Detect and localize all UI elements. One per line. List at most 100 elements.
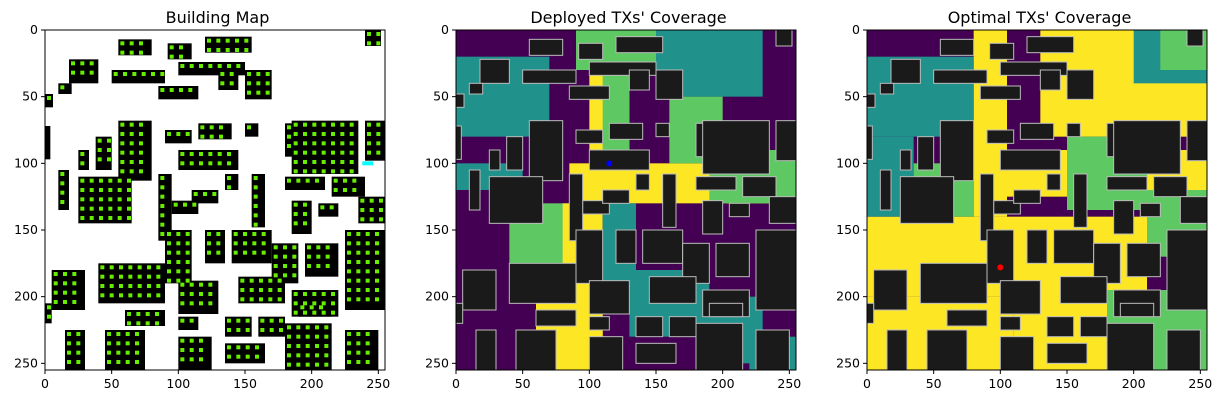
candidate-site [268, 288, 273, 292]
candidate-site [303, 301, 307, 306]
candidate-site [247, 72, 251, 76]
candidate-site [320, 205, 325, 210]
candidate-site [109, 265, 114, 270]
building [768, 196, 797, 224]
building [939, 120, 975, 182]
building [205, 230, 225, 264]
candidate-site [356, 288, 361, 292]
building [588, 316, 610, 331]
candidate-site [273, 273, 278, 278]
candidate-site [179, 88, 183, 92]
building [702, 120, 770, 175]
candidate-site [324, 325, 329, 330]
candidate-site [145, 312, 150, 316]
candidate-site [176, 269, 181, 274]
candidate-site [141, 72, 146, 76]
candidate-site [287, 362, 291, 367]
candidate-site [252, 250, 257, 255]
candidate-site [125, 350, 130, 355]
candidate-site [137, 274, 142, 279]
building [1053, 229, 1095, 264]
candidate-site [60, 190, 65, 195]
candidate-site [89, 61, 94, 66]
candidate-site [151, 72, 155, 76]
candidate-site [108, 188, 113, 192]
candidate-site [147, 284, 151, 288]
axes-frame [44, 29, 386, 371]
building [191, 190, 219, 204]
candidate-site [277, 288, 282, 292]
candidate-site [129, 141, 134, 146]
candidate-site [365, 260, 370, 264]
candidate-site [72, 281, 77, 286]
candidate-site [356, 278, 361, 283]
map-layer [45, 30, 385, 370]
candidate-site [316, 264, 321, 268]
building [588, 336, 624, 371]
candidate-site [236, 64, 241, 68]
building [1046, 316, 1075, 338]
building [1186, 29, 1204, 47]
candidate-site [365, 250, 370, 255]
building [365, 120, 385, 161]
candidate-site [99, 178, 103, 183]
candidate-site [120, 141, 125, 146]
candidate-site [80, 206, 85, 211]
candidate-site [293, 122, 298, 127]
candidate-site [321, 132, 326, 136]
candidate-site [189, 338, 194, 343]
building [258, 316, 285, 337]
candidate-site [356, 350, 361, 355]
candidate-site [60, 181, 65, 186]
candidate-site [135, 360, 139, 364]
candidate-site [287, 144, 291, 148]
building [1139, 202, 1161, 218]
y-tick-label: 150 [836, 222, 860, 237]
building [999, 336, 1035, 371]
building [939, 38, 975, 56]
candidate-site [160, 88, 165, 92]
candidate-site [312, 292, 317, 296]
building [1066, 69, 1095, 100]
tx-marker [606, 160, 613, 167]
candidate-site [160, 72, 165, 76]
candidate-site [109, 274, 114, 279]
candidate-site [293, 301, 298, 306]
candidate-site [173, 202, 178, 207]
candidate-site [120, 160, 125, 164]
y-tick-label: 200 [425, 289, 449, 304]
candidate-site [376, 41, 381, 46]
candidate-site [167, 250, 171, 255]
building [291, 200, 312, 234]
candidate-site [145, 321, 150, 326]
building [917, 136, 935, 171]
candidate-site [136, 321, 141, 326]
candidate-site [180, 282, 185, 287]
candidate-site [369, 208, 374, 212]
building [708, 302, 744, 318]
candidate-site [199, 357, 203, 362]
candidate-site [356, 241, 361, 246]
y-tick-label: 0 [30, 22, 38, 37]
candidate-site [376, 150, 381, 155]
candidate-site [207, 232, 211, 236]
candidate-site [321, 292, 326, 296]
candidate-site [227, 152, 231, 156]
building [528, 38, 564, 56]
candidate-site [305, 178, 310, 183]
candidate-site [349, 160, 354, 164]
candidate-site [160, 176, 165, 180]
candidate-site [287, 325, 291, 330]
candidate-site [331, 310, 335, 315]
candidate-site [120, 50, 125, 55]
candidate-site [147, 293, 151, 298]
building [999, 280, 1041, 315]
x-tick-label: 250 [777, 376, 801, 391]
candidate-site [176, 232, 181, 236]
candidate-site [244, 48, 249, 52]
candidate-site [167, 132, 171, 136]
candidate-site [47, 96, 51, 100]
candidate-site [216, 232, 221, 236]
building [1153, 176, 1188, 198]
candidate-site [107, 148, 111, 152]
